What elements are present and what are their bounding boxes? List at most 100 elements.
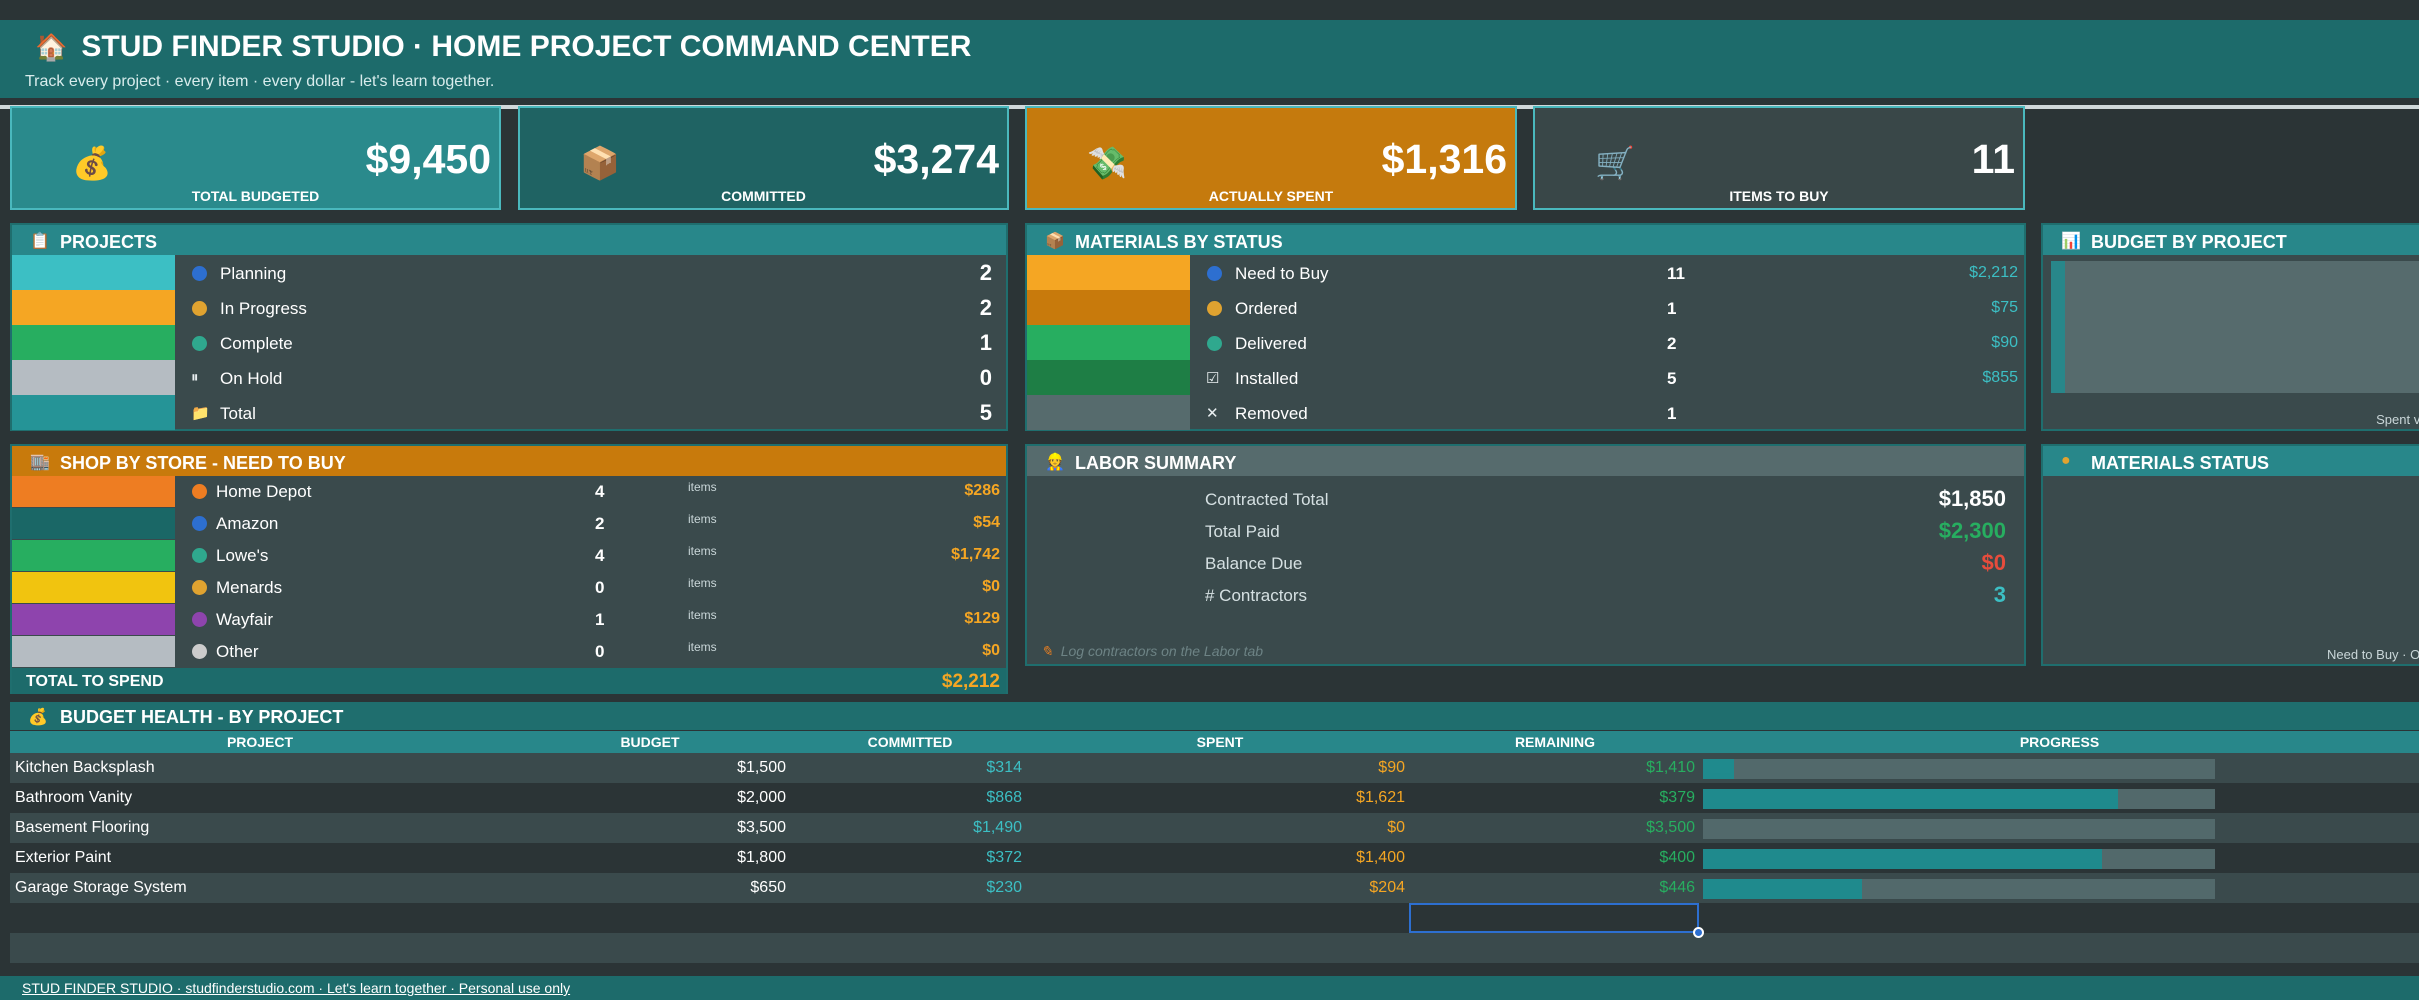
store-icon: 🏬 — [30, 454, 50, 471]
store-unit: items — [688, 608, 717, 622]
spent-cell: $0 — [1387, 819, 1405, 836]
project-status-row[interactable]: Planning 2 — [12, 255, 1006, 290]
status-swatch — [12, 360, 175, 395]
table-row[interactable]: Basement Flooring $3,500 $1,490 $0 $3,500 — [10, 813, 2419, 843]
kpi-value: $9,450 — [365, 136, 491, 182]
col-header-budget[interactable]: BUDGET — [510, 731, 790, 753]
status-swatch — [1027, 290, 1190, 325]
status-label: Need to Buy — [1235, 264, 1329, 283]
status-swatch — [12, 395, 175, 430]
progress-bar — [1703, 759, 2215, 779]
kpi-total-budgeted[interactable]: 💰 $9,450 TOTAL BUDGETED — [10, 106, 501, 210]
material-status-row[interactable]: ✕ Removed 1 — [1027, 395, 2024, 430]
status-count: 1 — [1667, 299, 1677, 318]
project-status-row[interactable]: ⏸ On Hold 0 — [12, 360, 1006, 395]
labor-row: Total Paid $2,300 — [1027, 516, 2024, 548]
kpi-label: ACTUALLY SPENT — [1208, 188, 1334, 204]
col-header-project[interactable]: PROJECT — [10, 731, 510, 753]
status-amount: $855 — [1982, 369, 2018, 386]
status-swatch — [12, 255, 175, 290]
chart-area — [2051, 261, 2419, 393]
status-label: On Hold — [220, 369, 283, 388]
chart-bar — [2051, 261, 2065, 393]
committed-cell: $372 — [986, 849, 1022, 866]
remaining-cell: $446 — [1659, 879, 1695, 896]
shop-total-value: $2,212 — [941, 671, 1000, 692]
table-row[interactable]: Kitchen Backsplash $1,500 $314 $90 $1,410 — [10, 753, 2419, 783]
checkbox-icon: ☑ — [1206, 370, 1220, 387]
store-dot-icon — [192, 644, 207, 659]
store-count: 2 — [595, 514, 605, 533]
status-dot-icon — [192, 301, 207, 316]
project-status-row[interactable]: Complete 1 — [12, 325, 1006, 360]
col-header-committed[interactable]: COMMITTED — [790, 731, 1030, 753]
store-dot-icon — [192, 484, 207, 499]
materials-title-text: MATERIALS BY STATUS — [1075, 232, 1283, 252]
progress-fill — [1703, 879, 1862, 899]
store-row[interactable]: Wayfair 1 items $129 — [12, 604, 1006, 635]
project-status-row[interactable]: 📁 Total 5 — [12, 395, 1006, 430]
material-status-row[interactable]: Need to Buy 11 $2,212 — [1027, 255, 2024, 290]
spent-cell: $1,621 — [1356, 789, 1405, 806]
projects-panel: 📋 PROJECTS Planning 2 In Progress 2 Complete 1… — [10, 223, 1008, 431]
pause-icon: ⏸ — [191, 369, 199, 386]
col-header-progress[interactable]: PROGRESS — [1700, 731, 2419, 753]
store-row[interactable]: Amazon 2 items $54 — [12, 508, 1006, 539]
progress-bar — [1703, 819, 2215, 839]
project-status-row[interactable]: In Progress 2 — [12, 290, 1006, 325]
labor-row: Balance Due $0 — [1027, 548, 2024, 580]
col-header-remaining[interactable]: REMAINING — [1410, 731, 1700, 753]
store-row[interactable]: Other 0 items $0 — [12, 636, 1006, 667]
package-icon: 📦 — [580, 145, 620, 181]
kpi-value: $1,316 — [1381, 136, 1507, 182]
kpi-items-to-buy[interactable]: 🛒 11 ITEMS TO BUY — [1533, 106, 2025, 210]
status-label: Complete — [220, 334, 293, 353]
labor-label: Contracted Total — [1205, 490, 1329, 509]
store-row[interactable]: Home Depot 4 items $286 — [12, 476, 1006, 507]
materials-status-note: Need to Buy · Orde — [2327, 647, 2419, 662]
store-row[interactable]: Lowe's 4 items $1,742 — [12, 540, 1006, 571]
budget-cell: $650 — [750, 879, 786, 896]
material-status-row[interactable]: Delivered 2 $90 — [1027, 325, 2024, 360]
store-amount: $286 — [964, 482, 1000, 499]
store-unit: items — [688, 576, 717, 590]
store-swatch — [12, 508, 175, 539]
spent-cell: $204 — [1369, 879, 1405, 896]
budget-cell: $3,500 — [737, 819, 786, 836]
fill-handle[interactable] — [1693, 927, 1704, 938]
money-bag-icon: 💰 — [72, 145, 112, 181]
store-count: 0 — [595, 642, 605, 661]
material-status-row[interactable]: ☑ Installed 5 $855 — [1027, 360, 2024, 395]
empty-row[interactable] — [10, 903, 2419, 933]
money-wings-icon: 💸 — [1087, 145, 1127, 181]
labor-label: # Contractors — [1205, 586, 1308, 605]
remaining-cell: $3,500 — [1646, 819, 1695, 836]
store-row[interactable]: Menards 0 items $0 — [12, 572, 1006, 603]
store-count: 4 — [595, 546, 605, 565]
projects-title-text: PROJECTS — [60, 232, 158, 252]
store-name: Other — [216, 642, 259, 661]
selected-cell[interactable] — [1409, 903, 1699, 933]
committed-cell: $1,490 — [973, 819, 1022, 836]
table-row[interactable]: Garage Storage System $650 $230 $204 $446 — [10, 873, 2419, 903]
store-swatch — [12, 572, 175, 603]
material-status-row[interactable]: Ordered 1 $75 — [1027, 290, 2024, 325]
status-label: In Progress — [220, 299, 307, 318]
kpi-committed[interactable]: 📦 $3,274 COMMITTED — [518, 106, 1009, 210]
table-row[interactable]: Bathroom Vanity $2,000 $868 $1,621 $379 — [10, 783, 2419, 813]
labor-row: Contracted Total $1,850 — [1027, 484, 2024, 516]
kpi-actually-spent[interactable]: 💸 $1,316 ACTUALLY SPENT — [1025, 106, 1517, 210]
status-label: Installed — [1235, 369, 1299, 388]
labor-label: Balance Due — [1205, 554, 1303, 573]
col-header-spent[interactable]: SPENT — [1030, 731, 1410, 753]
status-count: 2 — [979, 260, 992, 285]
footer-link[interactable]: STUD FINDER STUDIO · studfinderstudio.co… — [22, 980, 571, 996]
store-swatch — [12, 476, 175, 507]
labor-value: $2,300 — [1938, 518, 2006, 543]
table-row[interactable]: Exterior Paint $1,800 $372 $1,400 $400 — [10, 843, 2419, 873]
labor-value: 3 — [1993, 582, 2006, 607]
progress-bar — [1703, 849, 2215, 869]
status-count: 2 — [1667, 334, 1677, 353]
empty-row[interactable] — [10, 933, 2419, 963]
labor-value: $0 — [1981, 550, 2006, 575]
